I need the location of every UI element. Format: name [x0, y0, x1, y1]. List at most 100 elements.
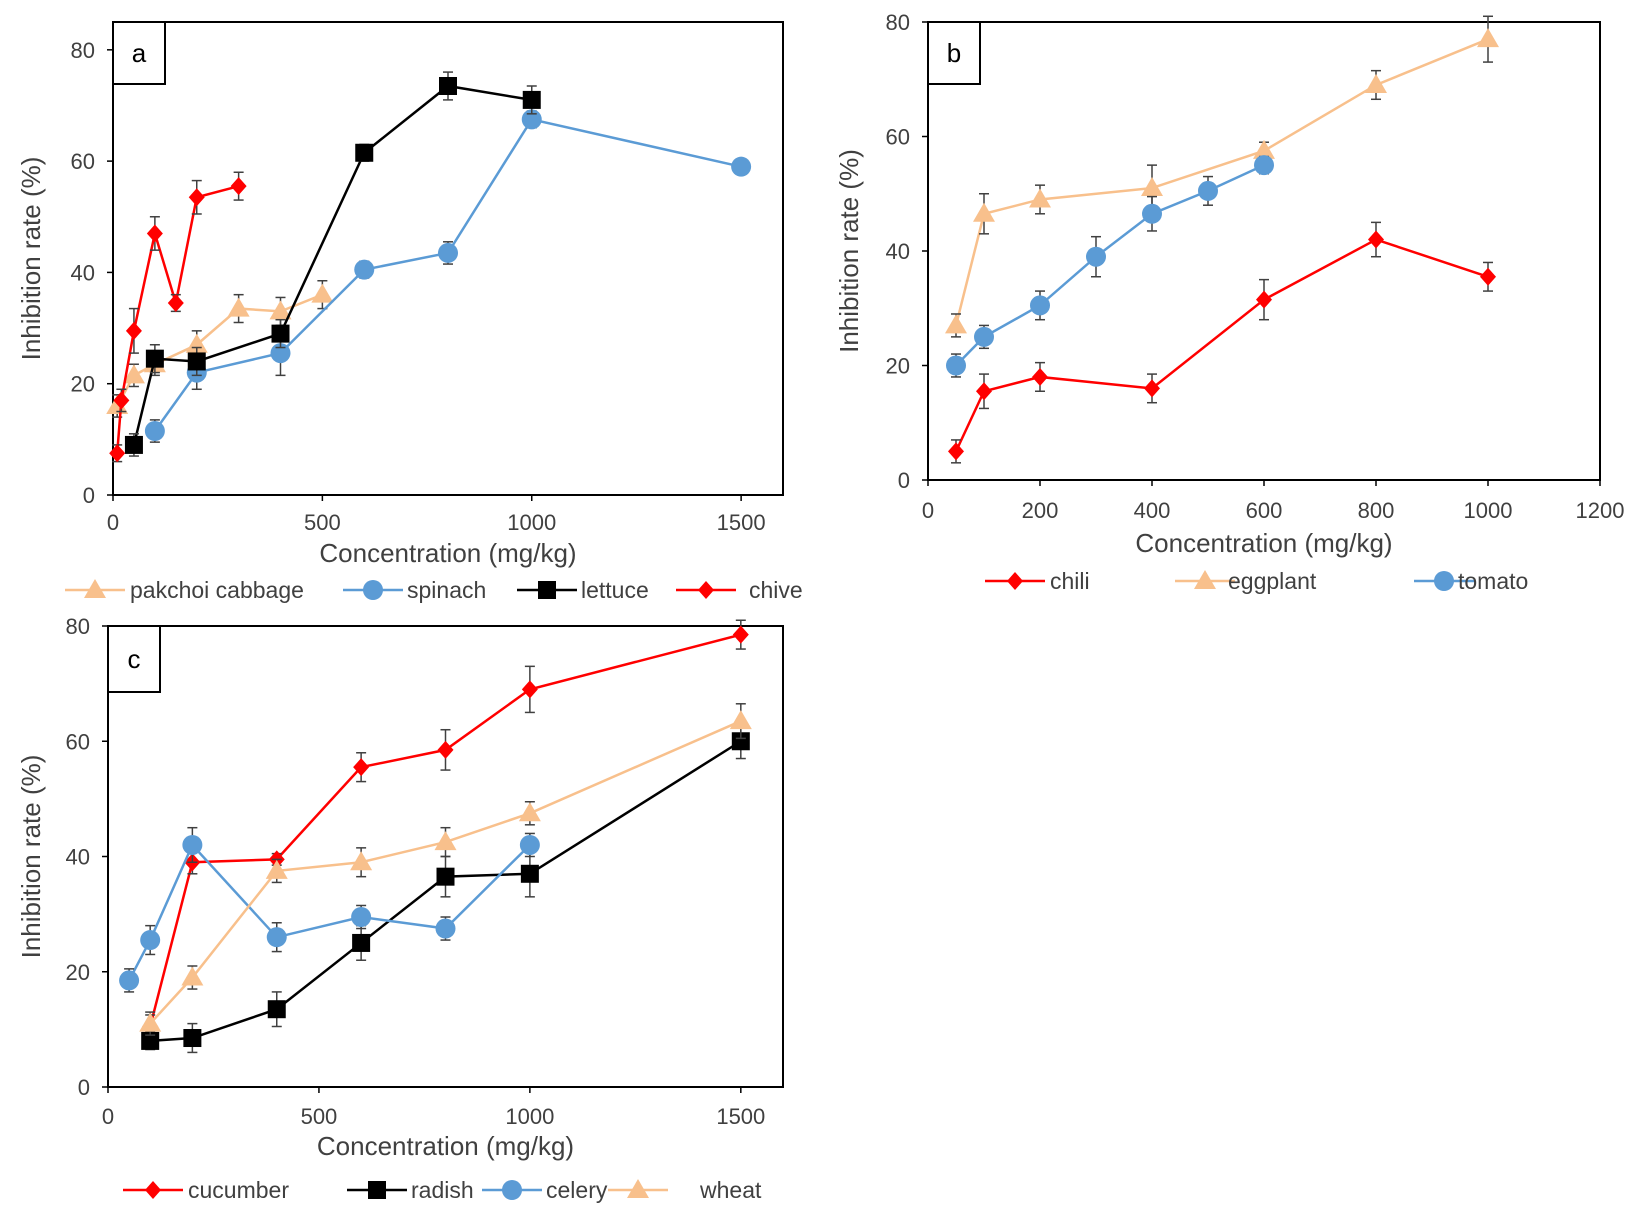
data-point — [351, 907, 372, 928]
series-line — [132, 84, 532, 446]
data-point — [182, 834, 203, 855]
data-point — [1144, 379, 1160, 398]
series-line — [153, 117, 742, 432]
x-tick-label: 0 — [922, 498, 934, 523]
data-point — [183, 1029, 202, 1048]
y-tick-label: 60 — [886, 125, 910, 150]
data-point — [437, 740, 454, 759]
x-axis-title: Concentration (mg/kg) — [317, 1131, 574, 1161]
y-tick-label: 20 — [886, 354, 910, 379]
data-point — [125, 321, 142, 340]
legend-marker — [1007, 572, 1023, 590]
data-point — [146, 224, 163, 243]
legend: pakchoi cabbage spinach lettuce chive — [65, 577, 803, 603]
data-point — [976, 382, 992, 401]
legend-marker — [627, 1179, 649, 1198]
chart-panel-c: 0 20 40 60 80 0 500 1000 1500 Concentration (mg/k… — [16, 614, 784, 1203]
x-tick-label: 500 — [304, 510, 341, 535]
x-tick-label: 1500 — [717, 510, 766, 535]
x-axis-title: Concentration (mg/kg) — [1135, 528, 1392, 558]
legend-marker — [368, 1181, 386, 1199]
data-point — [522, 90, 541, 109]
series-line — [954, 38, 1489, 326]
data-point — [144, 421, 165, 442]
data-point — [145, 349, 164, 368]
x-tick-label: 1000 — [507, 510, 556, 535]
data-point — [354, 259, 375, 280]
data-point — [140, 930, 161, 951]
series-radish — [141, 723, 750, 1054]
data-point — [185, 333, 208, 353]
data-point — [1086, 246, 1106, 267]
y-tick-label: 80 — [71, 38, 95, 63]
data-point — [124, 435, 143, 454]
y-tick-label: 40 — [71, 260, 95, 285]
data-point — [1365, 73, 1387, 93]
data-point — [434, 831, 457, 851]
y-axis-title: Inhibition rate (%) — [16, 157, 46, 361]
data-point — [729, 710, 752, 730]
legend-label: chive — [749, 577, 803, 603]
data-point — [436, 867, 455, 886]
y-tick-label: 0 — [898, 468, 910, 493]
legend: cucumber radish celery wheat — [123, 1177, 762, 1203]
data-point — [1029, 188, 1051, 208]
y-tick-label: 40 — [886, 239, 910, 264]
data-point — [731, 732, 750, 751]
x-tick-label: 1500 — [716, 1104, 765, 1129]
legend-marker — [1434, 571, 1454, 591]
data-point — [265, 859, 288, 879]
data-point — [518, 802, 541, 822]
data-point — [435, 918, 456, 939]
data-point — [113, 391, 130, 410]
legend-label: tomato — [1458, 568, 1528, 594]
data-point — [1477, 28, 1499, 48]
panel-label-box — [107, 625, 161, 693]
series-eggplant — [945, 15, 1499, 338]
data-point — [1141, 177, 1163, 197]
series-tomato — [946, 155, 1274, 378]
data-point — [109, 444, 126, 463]
series-lettuce — [124, 71, 541, 457]
y-tick-label: 80 — [66, 614, 90, 639]
legend-marker — [145, 1181, 161, 1199]
data-point — [266, 927, 287, 948]
data-point — [973, 202, 995, 222]
panel-label-box — [927, 21, 981, 85]
data-point — [946, 355, 966, 376]
y-tick-label: 0 — [83, 483, 95, 508]
x-tick-label: 1200 — [1576, 498, 1625, 523]
plot-area-frame — [927, 21, 1601, 481]
legend: chili eggplant tomato — [985, 568, 1528, 594]
data-point — [167, 294, 184, 313]
legend-label: celery — [546, 1177, 608, 1203]
y-axis-title: Inhibition rate (%) — [834, 149, 864, 353]
x-tick-label: 1000 — [1464, 498, 1513, 523]
data-point — [945, 314, 967, 334]
legend-label: radish — [411, 1177, 474, 1203]
data-point — [732, 625, 749, 644]
data-point — [519, 834, 540, 855]
data-point — [271, 324, 290, 343]
x-tick-label: 800 — [1358, 498, 1395, 523]
data-point — [1480, 267, 1496, 286]
data-point — [188, 188, 205, 207]
data-point — [1254, 155, 1274, 176]
legend-marker — [698, 581, 714, 599]
series-spinach — [144, 109, 752, 443]
panel-label: b — [947, 38, 961, 68]
legend-marker — [1194, 570, 1216, 589]
data-point — [350, 851, 373, 871]
data-point — [227, 297, 250, 317]
data-point — [520, 864, 539, 883]
legend-marker — [502, 1180, 522, 1200]
series-chili — [948, 221, 1496, 464]
legend-marker — [538, 581, 556, 599]
data-point — [355, 143, 374, 162]
data-point — [269, 300, 292, 320]
data-point — [1368, 230, 1384, 249]
y-tick-label: 60 — [66, 729, 90, 754]
panel-label-box — [112, 21, 166, 85]
